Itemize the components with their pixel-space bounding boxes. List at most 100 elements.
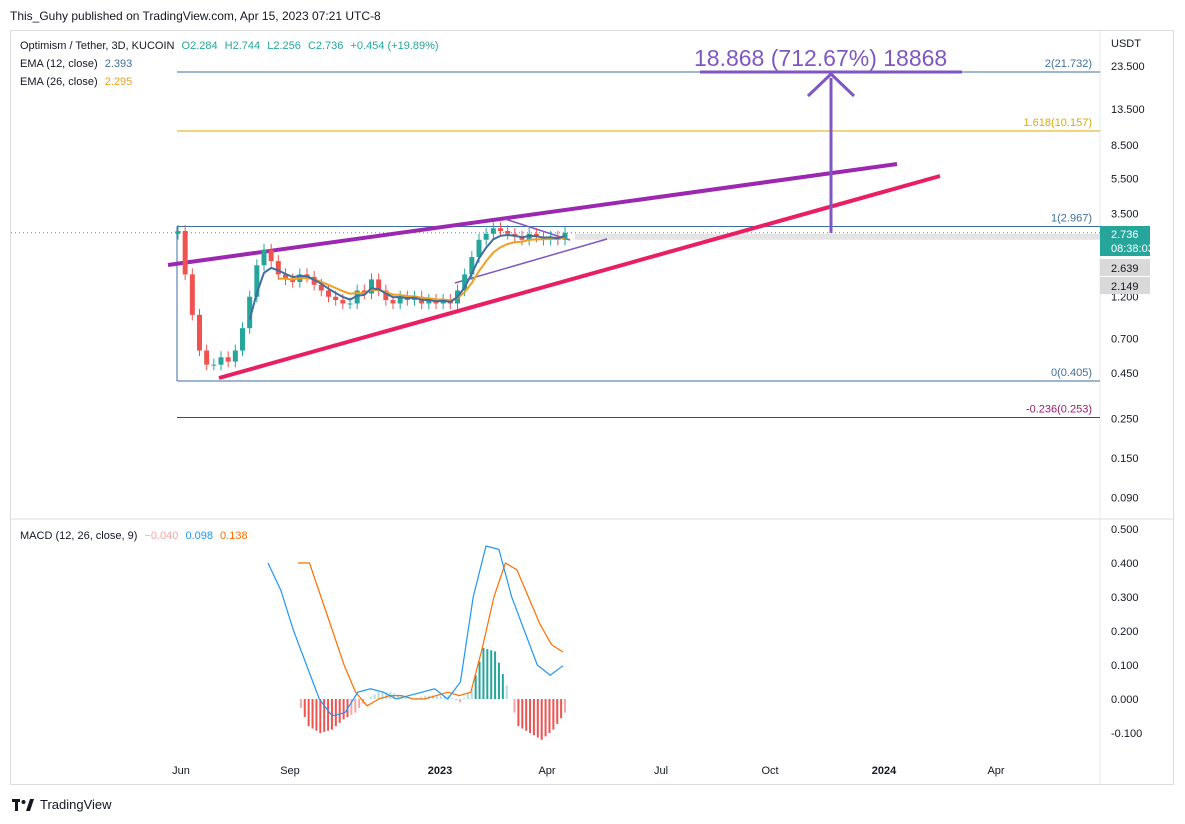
price-tick-label: 0.090 xyxy=(1111,493,1139,505)
macd-axis[interactable]: 0.500 0.400 0.300 0.200 0.100 0.000 -0.100 xyxy=(1111,524,1142,740)
candle-body xyxy=(333,296,339,301)
time-tick-label: Apr xyxy=(987,765,1004,777)
macd-legend[interactable]: MACD (12, 26, close, 9) −0.040 0.098 0.1… xyxy=(20,530,252,542)
candle-body xyxy=(483,233,489,240)
macd-tick-label: 0.100 xyxy=(1111,660,1139,672)
candle-body xyxy=(390,300,396,304)
time-tick-label: Apr xyxy=(538,765,555,777)
candle-body xyxy=(426,300,432,304)
fib-level-label: 1(2.967) xyxy=(1051,212,1092,224)
price-tick-label: 8.500 xyxy=(1111,140,1139,152)
price-label-badge xyxy=(1100,277,1150,294)
time-axis[interactable]: Jun Sep 2023 Apr Jul Oct 2024 Apr xyxy=(172,765,1005,777)
candle-body xyxy=(275,261,281,275)
range-zone xyxy=(575,233,1100,240)
high-value: H2.744 xyxy=(224,40,261,52)
target-annotation: 18.868 (712.67%) 18868 xyxy=(694,45,947,71)
price-axis[interactable]: USDT 23.500 13.500 8.500 5.500 3.500 1.200 0.7… xyxy=(1111,38,1145,505)
candle-body xyxy=(376,279,382,291)
candle-body xyxy=(347,303,353,305)
symbol-legend[interactable]: Optimism / Tether, 3D, KUCOIN O2.284 H2.… xyxy=(20,40,443,52)
price-label-value: 2.149 xyxy=(1111,281,1139,293)
ema26-line xyxy=(278,236,566,302)
axis-unit-label: USDT xyxy=(1111,38,1141,50)
candle-body xyxy=(197,314,202,351)
target-arrow[interactable]: 18.868 (712.67%) 18868 xyxy=(694,45,962,233)
time-tick-label: 2024 xyxy=(872,765,897,777)
macd-tick-label: -0.100 xyxy=(1111,728,1142,740)
candle-body xyxy=(490,228,496,234)
candle-body xyxy=(283,274,288,280)
candle-body xyxy=(354,290,360,304)
candle-body xyxy=(311,276,317,285)
triangle-upper-line[interactable] xyxy=(504,218,571,241)
ema12-line xyxy=(248,233,566,320)
fib-level-label: 1.618(10.157) xyxy=(1024,117,1093,129)
candle-body xyxy=(318,284,324,291)
ema26-label: EMA (26, close) xyxy=(20,76,98,88)
signal-value: 0.138 xyxy=(220,530,248,542)
candle-body xyxy=(476,239,482,258)
price-tick-label: 3.500 xyxy=(1111,209,1139,221)
ema26-legend[interactable]: EMA (26, close) 2.295 xyxy=(20,76,136,88)
price-tick-label: 0.700 xyxy=(1111,334,1139,346)
price-tick-label: 0.250 xyxy=(1111,413,1139,425)
macd-value: 0.098 xyxy=(185,530,213,542)
last-price-badge xyxy=(1100,226,1150,256)
publisher-line: This_Guhy published on TradingView.com, … xyxy=(10,9,381,23)
price-tick-label: 13.500 xyxy=(1111,104,1145,116)
candle-body xyxy=(182,230,188,275)
candle-body xyxy=(268,249,274,262)
macd-tick-label: 0.000 xyxy=(1111,694,1139,706)
candle-body xyxy=(383,290,389,301)
fib-level-label: 2(21.732) xyxy=(1045,58,1092,70)
candle-body xyxy=(340,300,346,304)
candle-body xyxy=(211,364,217,366)
macd-tick-label: 0.400 xyxy=(1111,558,1139,570)
pair-label: Optimism / Tether, 3D, KUCOIN xyxy=(20,40,175,52)
fib-levels: 2(21.732) 1.618(10.157) 1(2.967) 0(0.405) -0… xyxy=(176,58,1100,419)
open-value: O2.284 xyxy=(181,40,218,52)
candle-body xyxy=(204,350,210,365)
time-tick-label: Sep xyxy=(280,765,300,777)
time-tick-label: 2023 xyxy=(428,765,452,777)
candle-body xyxy=(326,290,331,297)
tradingview-logo[interactable]: TradingView xyxy=(12,797,112,812)
macd-tick-label: 0.200 xyxy=(1111,626,1139,638)
arrow-head xyxy=(806,71,856,98)
macd-histogram xyxy=(299,648,566,740)
price-tick-label: 0.450 xyxy=(1111,368,1139,380)
upper-trendline[interactable] xyxy=(167,162,898,267)
candle-body xyxy=(261,249,267,266)
macd-tick-label: 0.300 xyxy=(1111,592,1139,604)
triangle-lower-line[interactable] xyxy=(454,238,608,284)
candle-body xyxy=(369,279,374,294)
macd-label: MACD (12, 26, close, 9) xyxy=(20,530,138,542)
price-tick-label: 23.500 xyxy=(1111,61,1145,73)
candle-body xyxy=(232,350,238,362)
candle-body xyxy=(505,230,511,234)
brand-label: TradingView xyxy=(40,797,112,812)
tradingview-logo-icon xyxy=(12,798,34,811)
ema12-label: EMA (12, close) xyxy=(20,58,98,70)
fib-level-label: 0(0.405) xyxy=(1051,367,1092,379)
candle-body xyxy=(240,328,245,351)
lower-trendline[interactable] xyxy=(218,174,941,380)
candle-body xyxy=(254,265,260,297)
ema12-legend[interactable]: EMA (12, close) 2.393 xyxy=(20,58,136,70)
low-value: L2.256 xyxy=(267,40,301,52)
last-price-value: 2.736 xyxy=(1111,229,1139,241)
price-tick-label: 5.500 xyxy=(1111,174,1139,186)
trendlines[interactable] xyxy=(167,162,941,380)
macd-tick-label: 0.500 xyxy=(1111,524,1139,536)
price-label-badge xyxy=(1100,259,1150,276)
ema12-value: 2.393 xyxy=(104,58,133,70)
signal-line xyxy=(298,562,564,707)
candle-body xyxy=(469,257,475,275)
candle-body xyxy=(189,274,195,315)
time-tick-label: Oct xyxy=(761,765,778,777)
candle-body xyxy=(175,230,181,234)
candle-body xyxy=(290,279,296,283)
price-label-value: 2.639 xyxy=(1111,263,1139,275)
